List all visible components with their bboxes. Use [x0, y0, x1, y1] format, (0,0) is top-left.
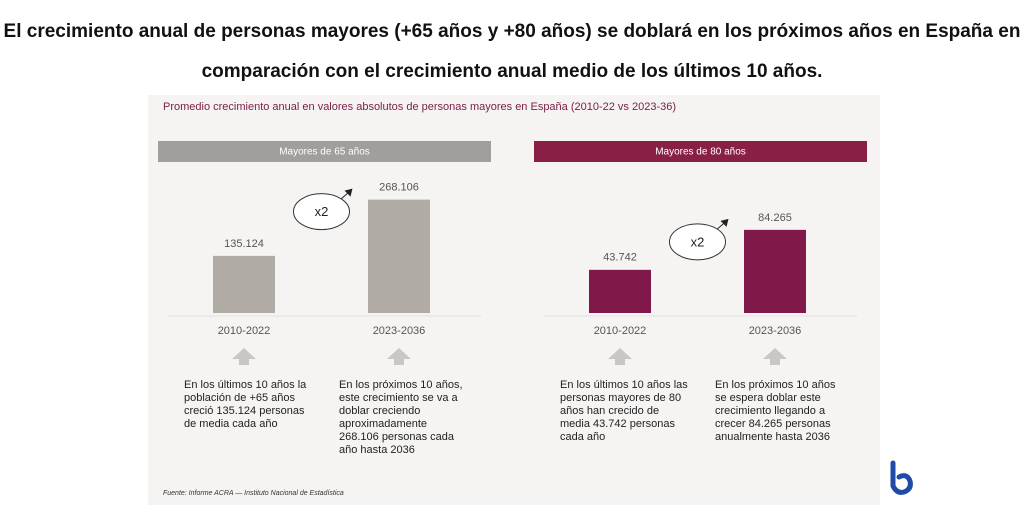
up-arrow: [608, 348, 632, 365]
up-arrow: [232, 348, 256, 365]
bar: [213, 255, 275, 313]
badge-arrowhead: [720, 218, 729, 227]
value-label: 135.124: [224, 238, 264, 250]
panel-header: [158, 141, 491, 162]
category-label: 2010-2022: [594, 325, 647, 337]
up-arrow: [387, 348, 411, 365]
panel-title: Mayores de 65 años: [279, 147, 370, 158]
badge: [293, 193, 350, 231]
badge: [669, 223, 726, 261]
bar: [589, 269, 651, 313]
value-label: 84.265: [758, 212, 792, 224]
badge-arrowhead: [344, 188, 353, 197]
panel-header: [534, 141, 867, 162]
source: Fuente: Informe ACRA — Instituto Naciona…: [163, 490, 344, 497]
value-label: 268.106: [379, 182, 419, 194]
up-arrow: [763, 348, 787, 365]
panel-title: Mayores de 80 años: [655, 147, 746, 158]
badge-text: x2: [691, 234, 705, 249]
page-title: El crecimiento anual de personas mayores…: [3, 21, 1021, 82]
subtitle: Promedio crecimiento anual en valores ab…: [163, 101, 677, 113]
note-text: En los próximos 10 años, este crecimient…: [339, 379, 463, 456]
value-label: 43.742: [603, 252, 637, 264]
bar: [744, 229, 806, 313]
category-label: 2023-2036: [749, 325, 802, 337]
badge-text: x2: [315, 204, 329, 219]
note-text: En los últimos 10 años la población de +…: [184, 379, 307, 430]
note-text: En los próximos 10 años se espera doblar…: [715, 379, 836, 443]
category-label: 2010-2022: [218, 325, 271, 337]
bar: [368, 199, 430, 313]
logo: [890, 460, 913, 495]
category-label: 2023-2036: [373, 325, 426, 337]
note-text: En los últimos 10 años las personas mayo…: [560, 379, 688, 443]
